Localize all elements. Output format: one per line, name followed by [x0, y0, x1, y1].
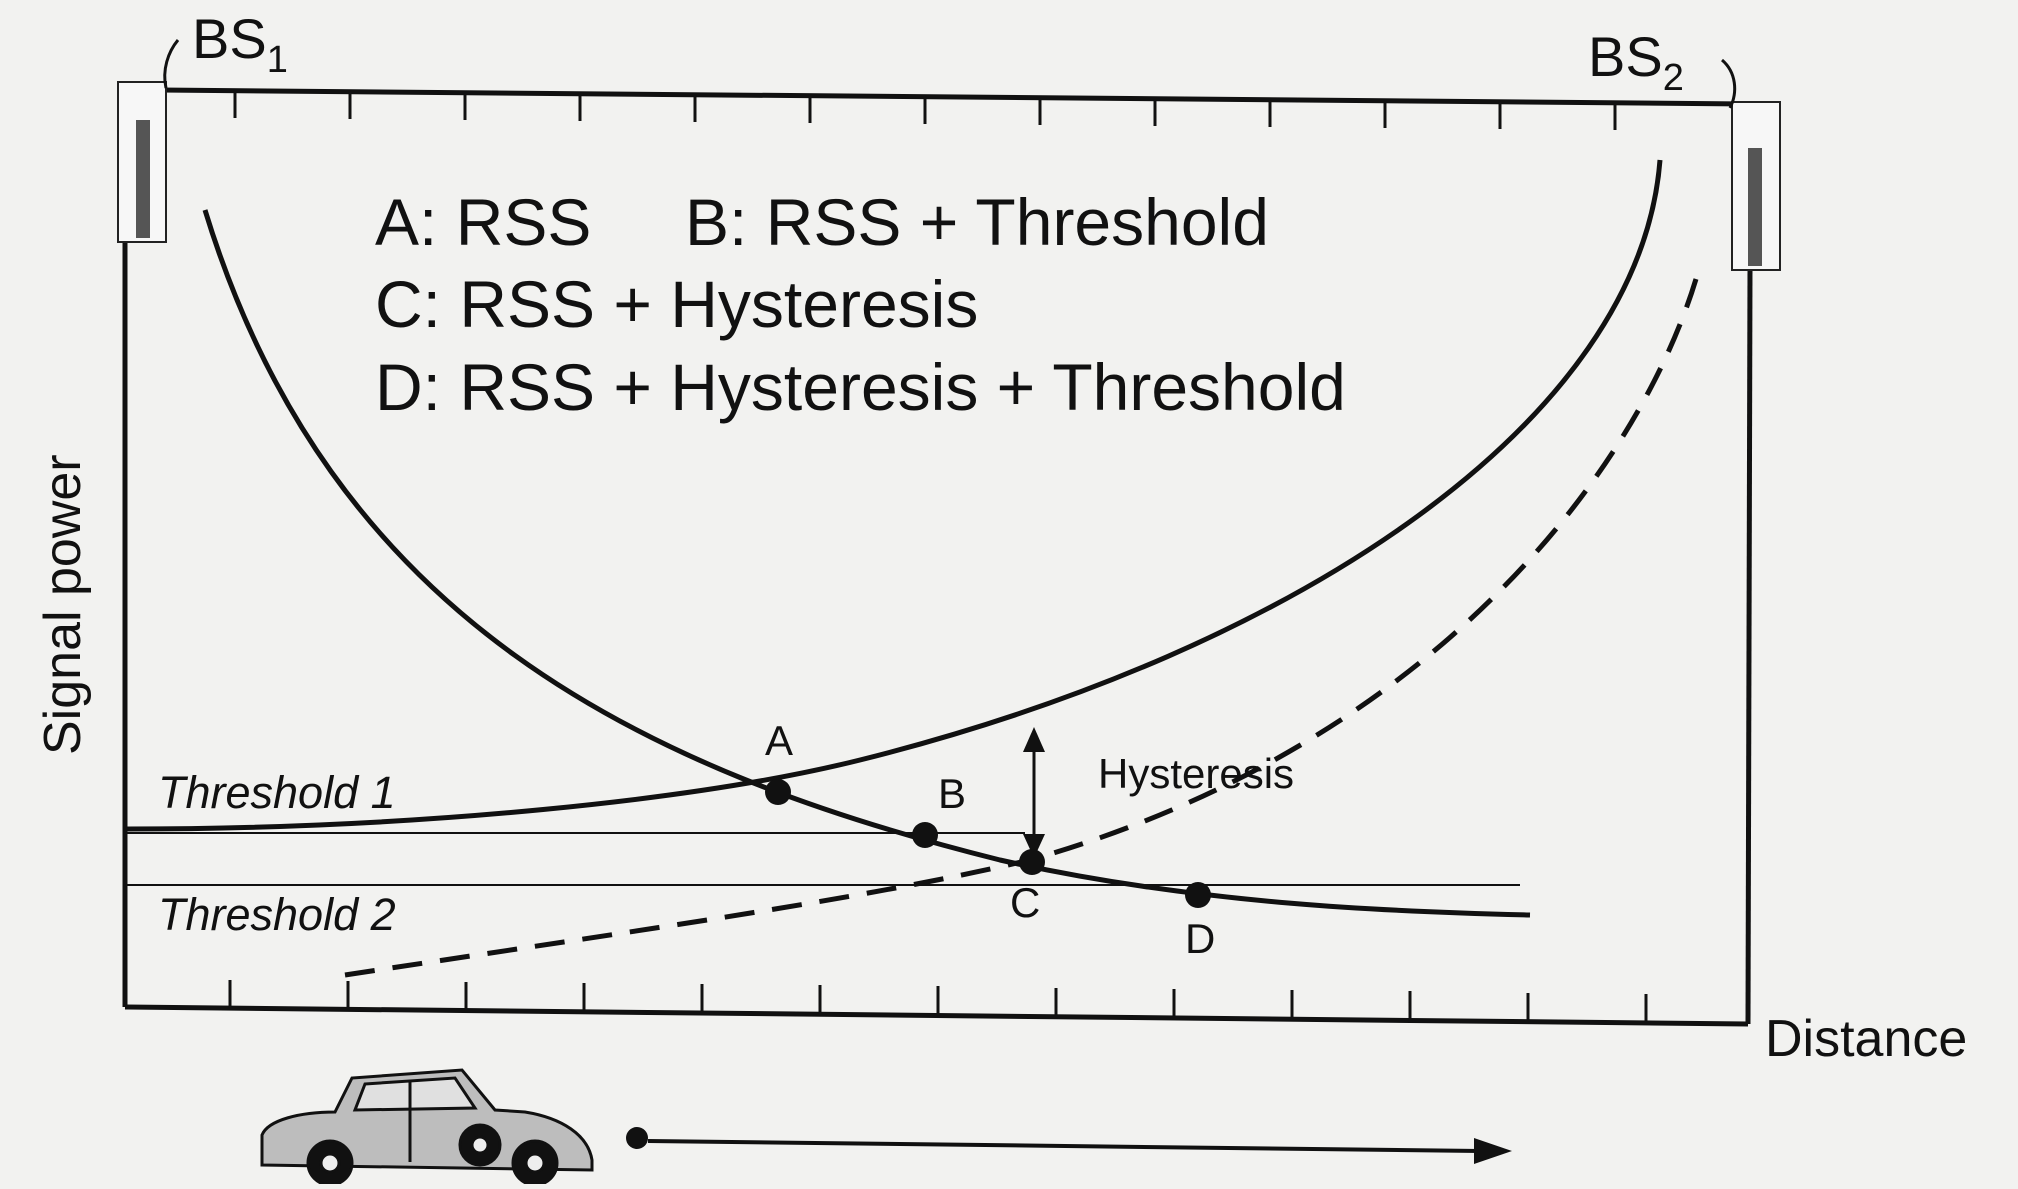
- bs2-label: BS2: [1588, 25, 1684, 99]
- point-a-marker: [765, 779, 791, 805]
- point-a-label: A: [765, 717, 793, 764]
- bs1-signal-curve: [202, 209, 1531, 918]
- legend-c: C: RSS + Hysteresis: [375, 267, 978, 341]
- bs2-tower-icon: [1720, 58, 1781, 271]
- legend-b: B: RSS + Threshold: [685, 185, 1269, 259]
- hysteresis-label: Hysteresis: [1098, 750, 1294, 797]
- legend-a: A: RSS: [375, 185, 591, 259]
- point-b-marker: [912, 822, 938, 848]
- top-ticks: [233, 91, 1617, 130]
- x-axis-label: Distance: [1765, 1010, 1967, 1068]
- point-d-marker: [1185, 882, 1211, 908]
- bottom-axis-line: [124, 1004, 1749, 1027]
- threshold-1-label: Threshold 1: [158, 767, 396, 818]
- car-icon: [260, 1068, 594, 1187]
- point-b-label: B: [938, 770, 966, 817]
- point-d-label: D: [1185, 915, 1215, 962]
- top-axis-line: [159, 87, 1749, 107]
- hysteresis-arrow: [1023, 727, 1045, 858]
- bs2-signal-curve: [124, 159, 1663, 832]
- bs1-tower-icon: [117, 39, 180, 243]
- bs1-label: BS1: [192, 7, 288, 81]
- direction-arrow: [626, 1127, 1512, 1164]
- threshold-2-label: Threshold 2: [158, 889, 396, 940]
- point-c-label: C: [1010, 879, 1040, 926]
- bottom-ticks: [228, 980, 1648, 1022]
- point-c-marker: [1019, 849, 1045, 875]
- plot-frame: [122, 87, 1753, 1027]
- legend: A: RSS B: RSS + Threshold C: RSS + Hyste…: [375, 185, 1346, 424]
- legend-d: D: RSS + Hysteresis + Threshold: [375, 350, 1346, 424]
- right-axis-line: [1745, 267, 1753, 1025]
- y-axis-label: Signal power: [34, 454, 92, 755]
